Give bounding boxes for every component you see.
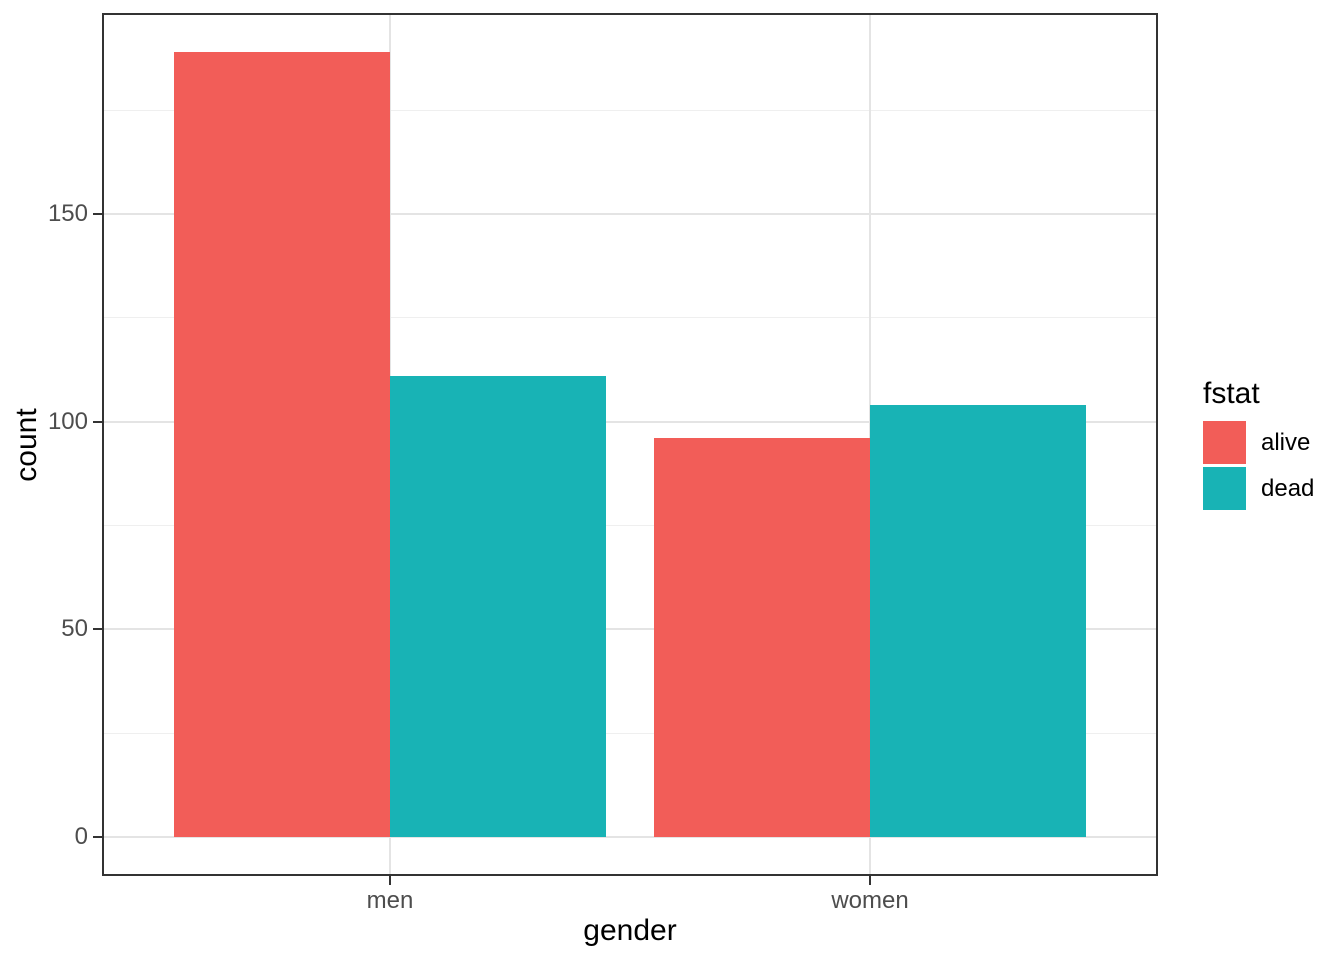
gridline-major-h [102, 628, 1158, 631]
gridline-major-h [102, 420, 1158, 423]
x-tick-label-women: women [831, 887, 909, 914]
legend-item-dead: dead [1203, 467, 1314, 510]
legend-swatch-dead [1203, 467, 1246, 510]
legend-title: fstat [1203, 377, 1260, 410]
y-axis-tick [93, 420, 102, 423]
y-axis-title: count [10, 407, 43, 482]
bar-women-dead [870, 405, 1086, 837]
gridline-minor-h [102, 317, 1158, 319]
x-tick-label-men: men [366, 887, 414, 914]
y-tick-label: 100 [47, 407, 88, 435]
gridline-minor-h [102, 732, 1158, 734]
legend-item-alive: alive [1203, 421, 1314, 464]
gridline-major-h [102, 213, 1158, 215]
y-axis-tick [93, 213, 102, 215]
bar-women-alive [654, 438, 870, 837]
legend: fstat alive dead [1203, 379, 1314, 513]
gridline-minor-h [102, 525, 1158, 526]
legend-swatch-alive [1203, 421, 1246, 464]
x-axis-title: gender [583, 914, 677, 947]
plot-panel [102, 13, 1158, 876]
legend-label-dead: dead [1261, 474, 1315, 502]
bar-men-dead [390, 375, 606, 837]
legend-label-alive: alive [1261, 428, 1311, 456]
y-tick-label: 150 [47, 200, 88, 227]
y-axis-tick [93, 628, 102, 631]
y-tick-label: 50 [61, 615, 88, 643]
x-axis-tick [869, 876, 871, 885]
y-tick-label: 0 [74, 823, 88, 850]
bar-men-alive [174, 52, 390, 837]
x-axis-tick [389, 876, 391, 885]
y-axis-tick [93, 836, 102, 838]
gridline-major-h [102, 836, 1158, 838]
gridline-minor-h [102, 109, 1158, 111]
